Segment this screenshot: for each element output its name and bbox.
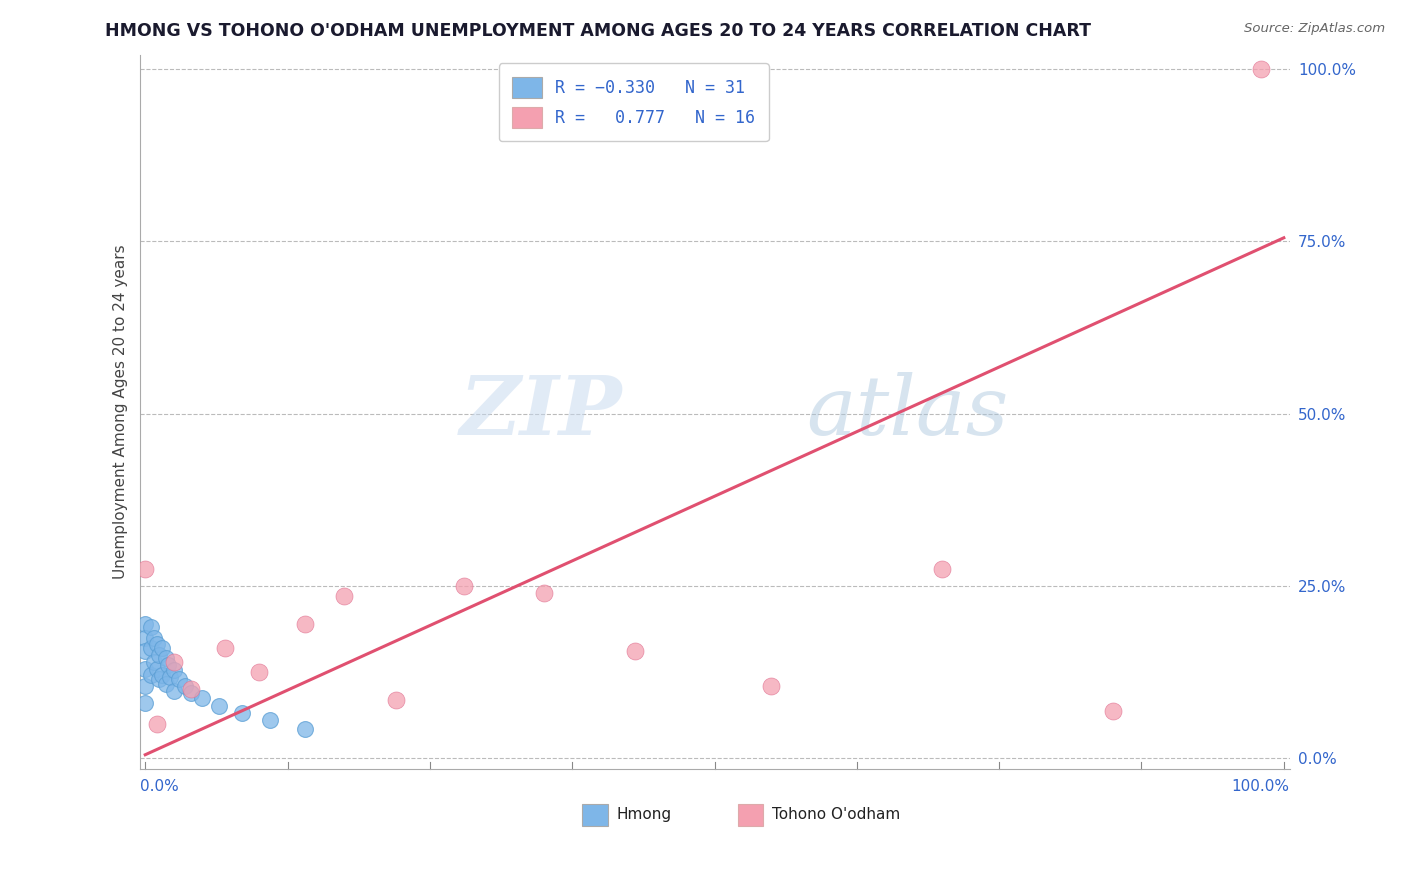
Point xyxy=(148,672,170,686)
Point xyxy=(231,706,253,721)
Point xyxy=(145,716,167,731)
Point xyxy=(333,589,356,603)
Point xyxy=(134,679,156,693)
Text: ZIP: ZIP xyxy=(460,372,623,452)
Point xyxy=(191,690,214,705)
Point xyxy=(143,631,166,645)
Point xyxy=(134,662,156,676)
Point xyxy=(163,683,186,698)
Point xyxy=(384,692,406,706)
Point xyxy=(150,640,173,655)
Point xyxy=(624,644,647,658)
Point xyxy=(294,616,316,631)
Point xyxy=(931,561,953,575)
Point xyxy=(148,648,170,662)
Point xyxy=(139,620,162,634)
Point xyxy=(169,672,191,686)
Text: Source: ZipAtlas.com: Source: ZipAtlas.com xyxy=(1244,22,1385,36)
Point xyxy=(156,658,179,673)
Text: 0.0%: 0.0% xyxy=(139,779,179,794)
FancyBboxPatch shape xyxy=(738,805,763,826)
Point xyxy=(180,682,202,697)
Point xyxy=(159,670,181,684)
Point xyxy=(208,699,231,714)
Point xyxy=(134,631,156,645)
Text: atlas: atlas xyxy=(807,372,1010,452)
Point xyxy=(155,677,177,691)
Point xyxy=(139,640,162,655)
Text: HMONG VS TOHONO O'ODHAM UNEMPLOYMENT AMONG AGES 20 TO 24 YEARS CORRELATION CHART: HMONG VS TOHONO O'ODHAM UNEMPLOYMENT AMO… xyxy=(105,22,1091,40)
Point xyxy=(145,637,167,651)
Point xyxy=(1102,704,1125,718)
Text: Hmong: Hmong xyxy=(617,807,672,822)
Y-axis label: Unemployment Among Ages 20 to 24 years: Unemployment Among Ages 20 to 24 years xyxy=(114,244,128,579)
Point xyxy=(134,644,156,658)
Point xyxy=(1250,62,1272,76)
Point xyxy=(134,616,156,631)
Legend: R = −0.330   N = 31, R =   0.777   N = 16: R = −0.330 N = 31, R = 0.777 N = 16 xyxy=(499,63,769,141)
Point xyxy=(155,651,177,665)
Point xyxy=(163,655,186,669)
Point xyxy=(139,668,162,682)
Point xyxy=(180,686,202,700)
Point xyxy=(163,663,186,677)
Point xyxy=(533,586,555,600)
FancyBboxPatch shape xyxy=(582,805,607,826)
Text: Tohono O'odham: Tohono O'odham xyxy=(772,807,900,822)
Point xyxy=(247,665,270,679)
Point xyxy=(150,668,173,682)
Point xyxy=(259,713,281,727)
Text: 100.0%: 100.0% xyxy=(1232,779,1289,794)
Point xyxy=(174,679,197,693)
Point xyxy=(134,561,156,575)
Point xyxy=(143,655,166,669)
Point xyxy=(134,696,156,710)
Point xyxy=(453,579,475,593)
Point xyxy=(214,640,236,655)
Point xyxy=(761,679,783,693)
Point xyxy=(145,662,167,676)
Point xyxy=(294,723,316,737)
